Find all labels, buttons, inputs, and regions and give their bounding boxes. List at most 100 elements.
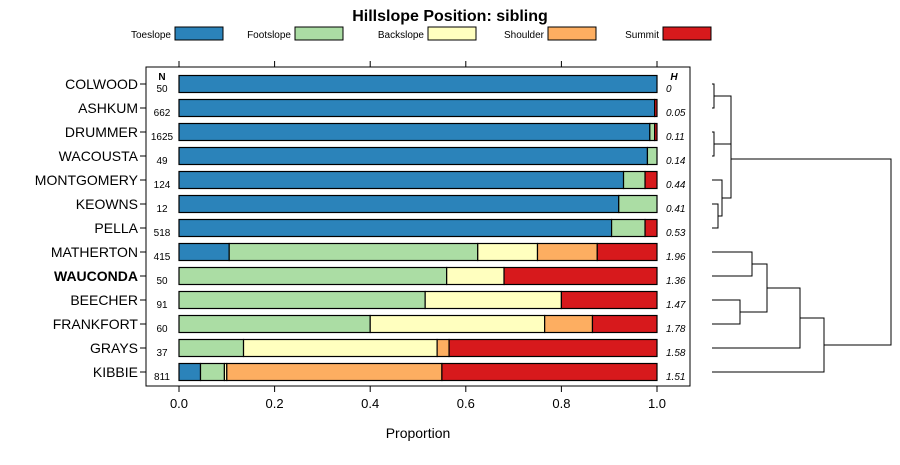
bar-segment-footslope <box>179 316 370 333</box>
category-label-drummer: DRUMMER <box>65 124 138 140</box>
bar-segment-summit <box>561 292 657 309</box>
row-wauconda: WAUCONDA 50 1.36 <box>54 268 686 288</box>
h-label: 1.51 <box>666 372 685 383</box>
h-label: 0.05 <box>666 108 686 119</box>
x-tick-label: 0.8 <box>552 396 570 411</box>
bar-segment-backslope <box>244 340 438 357</box>
bar-segment-shoulder <box>538 244 598 261</box>
h-label: 0.11 <box>666 132 685 143</box>
n-label: 60 <box>156 324 168 335</box>
dendrogram-link <box>712 204 718 228</box>
x-tick-label: 0.0 <box>170 396 188 411</box>
h-label: 0.41 <box>666 204 685 215</box>
row-pella: PELLA 518 0.53 <box>94 220 685 240</box>
bar-segment-backslope <box>478 244 538 261</box>
dendrogram-link <box>722 120 731 198</box>
legend-swatch-toeslope <box>175 27 223 40</box>
h-label: 0 <box>666 84 672 95</box>
dendrogram-link <box>712 318 824 372</box>
n-label: 12 <box>156 204 168 215</box>
bar-segment-footslope <box>650 124 655 141</box>
category-label-frankfort: FRANKFORT <box>53 316 139 332</box>
n-label: 37 <box>156 348 168 359</box>
row-ashkum: ASHKUM 662 0.05 <box>78 100 686 120</box>
bar-segment-footslope <box>612 220 645 237</box>
x-tick-label: 0.4 <box>361 396 379 411</box>
category-label-matherton: MATHERTON <box>51 244 138 260</box>
category-label-ashkum: ASHKUM <box>78 100 138 116</box>
n-label: 662 <box>154 108 171 119</box>
legend-swatch-shoulder <box>548 27 596 40</box>
h-label: 0.53 <box>666 228 686 239</box>
n-label: 50 <box>156 276 168 287</box>
bar-segment-footslope <box>179 268 447 285</box>
bar-segment-toeslope <box>179 172 624 189</box>
x-axis-label: Proportion <box>386 425 451 441</box>
bar-segment-summit <box>597 244 657 261</box>
bar-segment-footslope <box>619 196 657 213</box>
h-label: 1.36 <box>666 276 686 287</box>
row-grays: GRAYS 37 1.58 <box>90 340 686 360</box>
dendrogram-link <box>714 96 731 144</box>
legend: Toeslope Footslope Backslope Shoulder Summit <box>131 27 711 41</box>
bar-segment-toeslope <box>179 100 655 117</box>
n-label: 124 <box>154 180 171 191</box>
legend-label-toeslope: Toeslope <box>131 30 171 41</box>
legend-label-shoulder: Shoulder <box>504 30 545 41</box>
legend-label-backslope: Backslope <box>378 30 425 41</box>
plot-area: 0.0 0.2 0.4 0.6 0.8 1.0 N H COLWOOD 50 0 ASHKUM 662 0… <box>35 61 690 411</box>
h-label: 0.14 <box>666 156 686 167</box>
n-label: 415 <box>154 252 171 263</box>
bar-segment-shoulder <box>545 316 593 333</box>
bar-segment-backslope <box>425 292 561 309</box>
category-label-colwood: COLWOOD <box>65 76 138 92</box>
x-tick-label: 0.2 <box>266 396 284 411</box>
bar-segment-summit <box>449 340 657 357</box>
bar-segment-footslope <box>647 148 657 165</box>
hillslope-chart: Hillslope Position: sibling Toeslope Foot… <box>0 0 900 460</box>
category-label-pella: PELLA <box>94 220 138 236</box>
chart-svg: Hillslope Position: sibling Toeslope Foot… <box>0 0 900 460</box>
dendrogram-link <box>712 300 740 324</box>
bar-segment-toeslope <box>179 364 201 381</box>
category-label-keowns: KEOWNS <box>76 196 138 212</box>
legend-label-summit: Summit <box>625 30 659 41</box>
bar-segment-shoulder <box>227 364 442 381</box>
bar-segment-summit <box>592 316 657 333</box>
n-label: 811 <box>154 372 170 383</box>
dendrogram-link <box>731 159 891 345</box>
bar-segment-summit <box>655 100 657 117</box>
bar-segment-footslope <box>179 292 425 309</box>
bar-segment-footslope <box>624 172 646 189</box>
category-label-kibbie: KIBBIE <box>93 364 138 380</box>
bar-segment-summit <box>645 220 657 237</box>
x-tick-label: 1.0 <box>648 396 666 411</box>
row-kibbie: KIBBIE 811 1.51 <box>93 364 686 384</box>
h-label: 1.58 <box>666 348 686 359</box>
dendrogram-link <box>712 180 722 216</box>
bar-segment-toeslope <box>179 244 229 261</box>
legend-swatch-footslope <box>295 27 343 40</box>
bar-segment-footslope <box>179 340 244 357</box>
bar-segment-footslope <box>201 364 225 381</box>
x-tick-label: 0.6 <box>457 396 475 411</box>
row-wacousta: WACOUSTA 49 0.14 <box>59 148 686 168</box>
h-label: 1.47 <box>666 300 686 311</box>
legend-swatch-summit <box>663 27 711 40</box>
row-beecher: BEECHER 91 1.47 <box>70 292 686 312</box>
bar-segment-toeslope <box>179 148 647 165</box>
category-label-montgomery: MONTGOMERY <box>35 172 139 188</box>
dendrogram <box>712 84 891 372</box>
dendrogram-link <box>712 288 800 348</box>
bar-segment-summit <box>442 364 657 381</box>
row-keowns: KEOWNS 12 0.41 <box>76 196 686 216</box>
dendrogram-link <box>712 84 714 108</box>
bar-segment-toeslope <box>179 196 619 213</box>
n-label: 91 <box>156 300 168 311</box>
bar-segment-summit <box>655 124 657 141</box>
h-label: 1.78 <box>666 324 686 335</box>
category-label-grays: GRAYS <box>90 340 138 356</box>
n-header: N <box>158 72 165 83</box>
bar-segment-toeslope <box>179 124 650 141</box>
bar-segment-toeslope <box>179 220 612 237</box>
